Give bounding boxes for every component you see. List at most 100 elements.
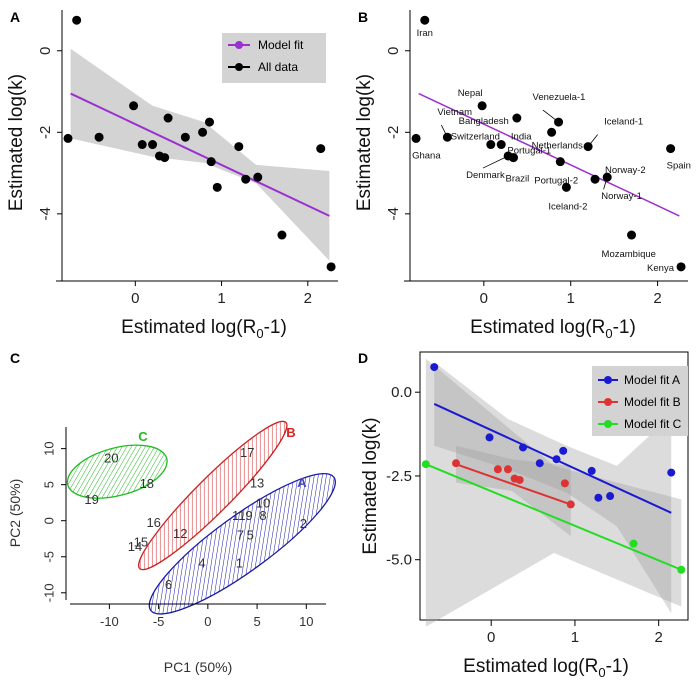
legend-series-2-marker	[604, 420, 612, 428]
observation-label: 7	[237, 527, 244, 542]
a-x-axis-title-main: Estimated log(R	[121, 317, 256, 338]
observation-label: 6	[165, 577, 172, 592]
b-x-axis-title-end: -1)	[613, 317, 636, 338]
observation-label: 1	[236, 556, 243, 571]
country-label: Vietnam	[437, 107, 472, 118]
country-label: Norway-2	[605, 165, 646, 176]
series-0-confidence-band	[434, 362, 672, 614]
country-point	[420, 15, 430, 25]
c-x-tick-label: 0	[204, 614, 211, 629]
legend-series-1-label: Model fit B	[624, 395, 681, 409]
b-y-tick-label: -2	[385, 126, 402, 139]
data-point	[241, 174, 251, 184]
country-point	[555, 157, 565, 167]
c-y-axis-title: PC2 (50%)	[7, 479, 23, 547]
d-x-tick-label: 2	[655, 629, 663, 646]
series-0-point	[535, 459, 544, 468]
series-0-point	[587, 466, 596, 475]
country-label: Portugal-2	[534, 176, 578, 187]
c-y-tick-label: -10	[41, 583, 56, 602]
data-point	[234, 142, 244, 152]
a-y-tick-label: -2	[37, 126, 54, 139]
data-point	[148, 140, 158, 150]
series-0-point	[594, 493, 603, 502]
legend-fit-marker	[235, 41, 243, 49]
country-label: Brazil	[505, 174, 529, 185]
country-label: Venezuela-1	[533, 92, 586, 103]
series-1-point	[452, 459, 461, 468]
country-point	[411, 133, 421, 143]
d-y-tick-label: -2.5	[386, 468, 412, 485]
model-fit-line	[70, 92, 330, 217]
observation-label: 14	[128, 539, 142, 554]
country-label: Iceland-1	[604, 117, 643, 128]
c-x-tick-label: 10	[299, 614, 313, 629]
b-x-tick-label: 2	[653, 290, 661, 307]
series-0-point	[552, 455, 561, 464]
data-point	[129, 101, 139, 111]
observation-label: 18	[140, 476, 154, 491]
observation-label: 8	[259, 508, 266, 523]
country-label: Switzerland	[451, 132, 500, 143]
b-y-tick-label: 0	[385, 47, 402, 55]
country-point	[666, 144, 676, 154]
country-point	[477, 101, 487, 111]
series-0-point	[485, 433, 494, 442]
c-x-tick-label: 5	[253, 614, 260, 629]
series-2-fit-line	[425, 463, 682, 571]
series-1-point	[566, 500, 575, 509]
b-y-tick-label: -4	[385, 207, 402, 220]
a-y-axis-title: Estimated log(k)	[6, 74, 27, 211]
group-a-label: A	[297, 475, 307, 490]
data-point	[277, 230, 287, 240]
country-label: Nepal	[458, 88, 483, 99]
label-leader-line	[542, 109, 559, 123]
country-point	[561, 182, 571, 192]
country-label: India	[511, 132, 532, 143]
series-2-point	[629, 539, 638, 548]
d-x-axis-title: Estimated log(R0-1)	[463, 656, 629, 680]
series-1-fit-line	[455, 463, 572, 506]
data-point	[160, 153, 170, 163]
b-y-axis-title: Estimated log(k)	[354, 74, 375, 211]
d-y-axis-title: Estimated log(k)	[360, 417, 381, 554]
country-point	[486, 140, 496, 150]
a-x-tick-label: 1	[217, 290, 225, 307]
country-point	[676, 262, 686, 272]
legend-series-0-label: Model fit A	[624, 373, 680, 387]
data-point	[63, 133, 73, 143]
group-b-ellipse	[137, 420, 288, 571]
observation-label: 5	[247, 527, 254, 542]
panel-letter-a: A	[10, 9, 20, 25]
label-leader-line	[603, 177, 608, 190]
d-y-tick-label: -5.0	[386, 552, 412, 569]
c-y-tick-label: -5	[41, 551, 56, 563]
c-x-tick-label: -5	[153, 614, 165, 629]
a-x-axis-title: Estimated log(R0-1)	[121, 317, 287, 341]
observation-label: 119	[232, 508, 253, 523]
a-x-tick-label: 0	[131, 290, 139, 307]
data-point	[212, 182, 222, 192]
d-x-axis-title-sub: 0	[598, 665, 605, 680]
panel-letter-b: B	[358, 9, 368, 25]
observation-label: 20	[104, 450, 118, 465]
country-label: Norway-1	[601, 191, 642, 202]
series-2-point	[421, 460, 430, 469]
d-plot-frame	[419, 351, 689, 621]
d-x-tick-label: 0	[487, 629, 495, 646]
legend-data-label: All data	[258, 60, 298, 74]
data-point	[137, 140, 147, 150]
a-y-tick-label: -4	[37, 207, 54, 220]
country-label: Kenya	[647, 263, 675, 274]
group-a-ellipse	[148, 472, 336, 615]
series-0-point	[667, 468, 676, 477]
group-c-label: C	[138, 429, 148, 444]
country-point	[547, 127, 557, 137]
data-point	[94, 132, 104, 142]
d-x-axis-title-main: Estimated log(R	[463, 656, 598, 677]
data-point	[72, 15, 82, 25]
panel-b: Iran Ghana Vietnam Nepal Bangladesh Switzerla…	[354, 10, 691, 341]
